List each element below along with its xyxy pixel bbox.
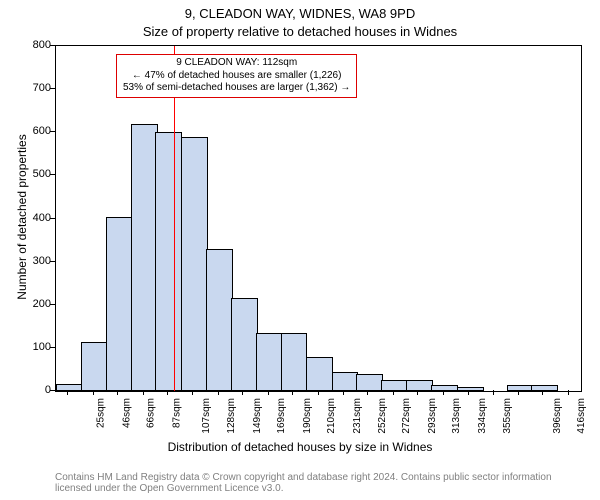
x-tick-mark [242,390,243,395]
x-tick-mark [318,390,319,395]
y-tick-mark [50,131,55,132]
x-tick-mark [192,390,193,395]
x-tick-label: 272sqm [401,398,412,434]
y-tick-mark [50,218,55,219]
annotation-box: 9 CLEADON WAY: 112sqm← 47% of detached h… [116,54,357,98]
x-tick-mark [218,390,219,395]
y-tick-label: 0 [21,384,51,396]
histogram-bar [56,384,83,391]
marker-line [174,46,175,391]
y-tick-mark [50,88,55,89]
x-tick-mark [542,390,543,395]
x-tick-label: 66sqm [145,398,156,428]
footer-attribution: Contains HM Land Registry data © Crown c… [55,472,580,494]
y-tick-label: 500 [21,168,51,180]
histogram-bar [106,217,133,392]
histogram-bar [406,380,433,391]
x-tick-mark [117,390,118,395]
plot-area: 9 CLEADON WAY: 112sqm← 47% of detached h… [55,45,582,392]
histogram-bar [306,357,333,391]
page-title: 9, CLEADON WAY, WIDNES, WA8 9PD [0,6,600,21]
x-tick-mark [367,390,368,395]
annotation-line: ← 47% of detached houses are smaller (1,… [123,70,350,83]
x-tick-mark [67,390,68,395]
x-tick-label: 396sqm [552,398,563,434]
histogram-bar [181,137,208,391]
x-tick-label: 416sqm [576,398,587,434]
x-tick-mark [143,390,144,395]
x-tick-mark [468,390,469,395]
histogram-bar [81,342,108,391]
x-tick-mark [93,390,94,395]
histogram-bar [457,387,484,391]
histogram-bar [155,132,182,391]
x-tick-label: 107sqm [201,398,212,434]
x-tick-label: 149sqm [252,398,263,434]
x-tick-label: 355sqm [502,398,513,434]
histogram-bar [256,333,283,391]
x-tick-label: 169sqm [276,398,287,434]
annotation-line: 53% of semi-detached houses are larger (… [123,82,350,95]
chart-container: { "header": { "line1": "9, CLEADON WAY, … [0,0,600,500]
x-tick-label: 190sqm [302,398,313,434]
x-tick-mark [417,390,418,395]
x-axis-label: Distribution of detached houses by size … [0,440,600,454]
y-tick-mark [50,390,55,391]
x-tick-mark [493,390,494,395]
y-tick-mark [50,261,55,262]
y-tick-mark [50,304,55,305]
histogram-bar [356,374,383,391]
y-tick-label: 200 [21,298,51,310]
y-tick-label: 300 [21,255,51,267]
histogram-bar [431,385,458,391]
x-tick-label: 46sqm [121,398,132,428]
x-tick-mark [292,390,293,395]
histogram-bar [531,385,558,391]
x-tick-mark [167,390,168,395]
y-tick-mark [50,347,55,348]
x-tick-mark [443,390,444,395]
x-tick-label: 128sqm [226,398,237,434]
histogram-bar [231,298,258,391]
x-tick-mark [393,390,394,395]
y-tick-mark [50,174,55,175]
x-tick-label: 293sqm [427,398,438,434]
x-tick-label: 25sqm [96,398,107,428]
x-tick-label: 252sqm [377,398,388,434]
x-tick-mark [268,390,269,395]
y-tick-label: 800 [21,39,51,51]
y-tick-label: 600 [21,125,51,137]
x-tick-mark [518,390,519,395]
histogram-bar [507,385,534,391]
x-tick-label: 334sqm [477,398,488,434]
x-tick-label: 313sqm [451,398,462,434]
histogram-bar [206,249,233,391]
x-tick-mark [343,390,344,395]
y-tick-label: 400 [21,212,51,224]
x-tick-label: 231sqm [352,398,363,434]
annotation-line: 9 CLEADON WAY: 112sqm [123,57,350,70]
histogram-bar [381,380,408,391]
histogram-bar [131,124,158,391]
y-tick-label: 100 [21,341,51,353]
y-tick-mark [50,45,55,46]
x-tick-mark [568,390,569,395]
histogram-bar [332,372,359,391]
histogram-bar [281,333,308,391]
y-tick-label: 700 [21,82,51,94]
page-subtitle: Size of property relative to detached ho… [0,24,600,39]
x-tick-label: 210sqm [326,398,337,434]
x-tick-label: 87sqm [171,398,182,428]
